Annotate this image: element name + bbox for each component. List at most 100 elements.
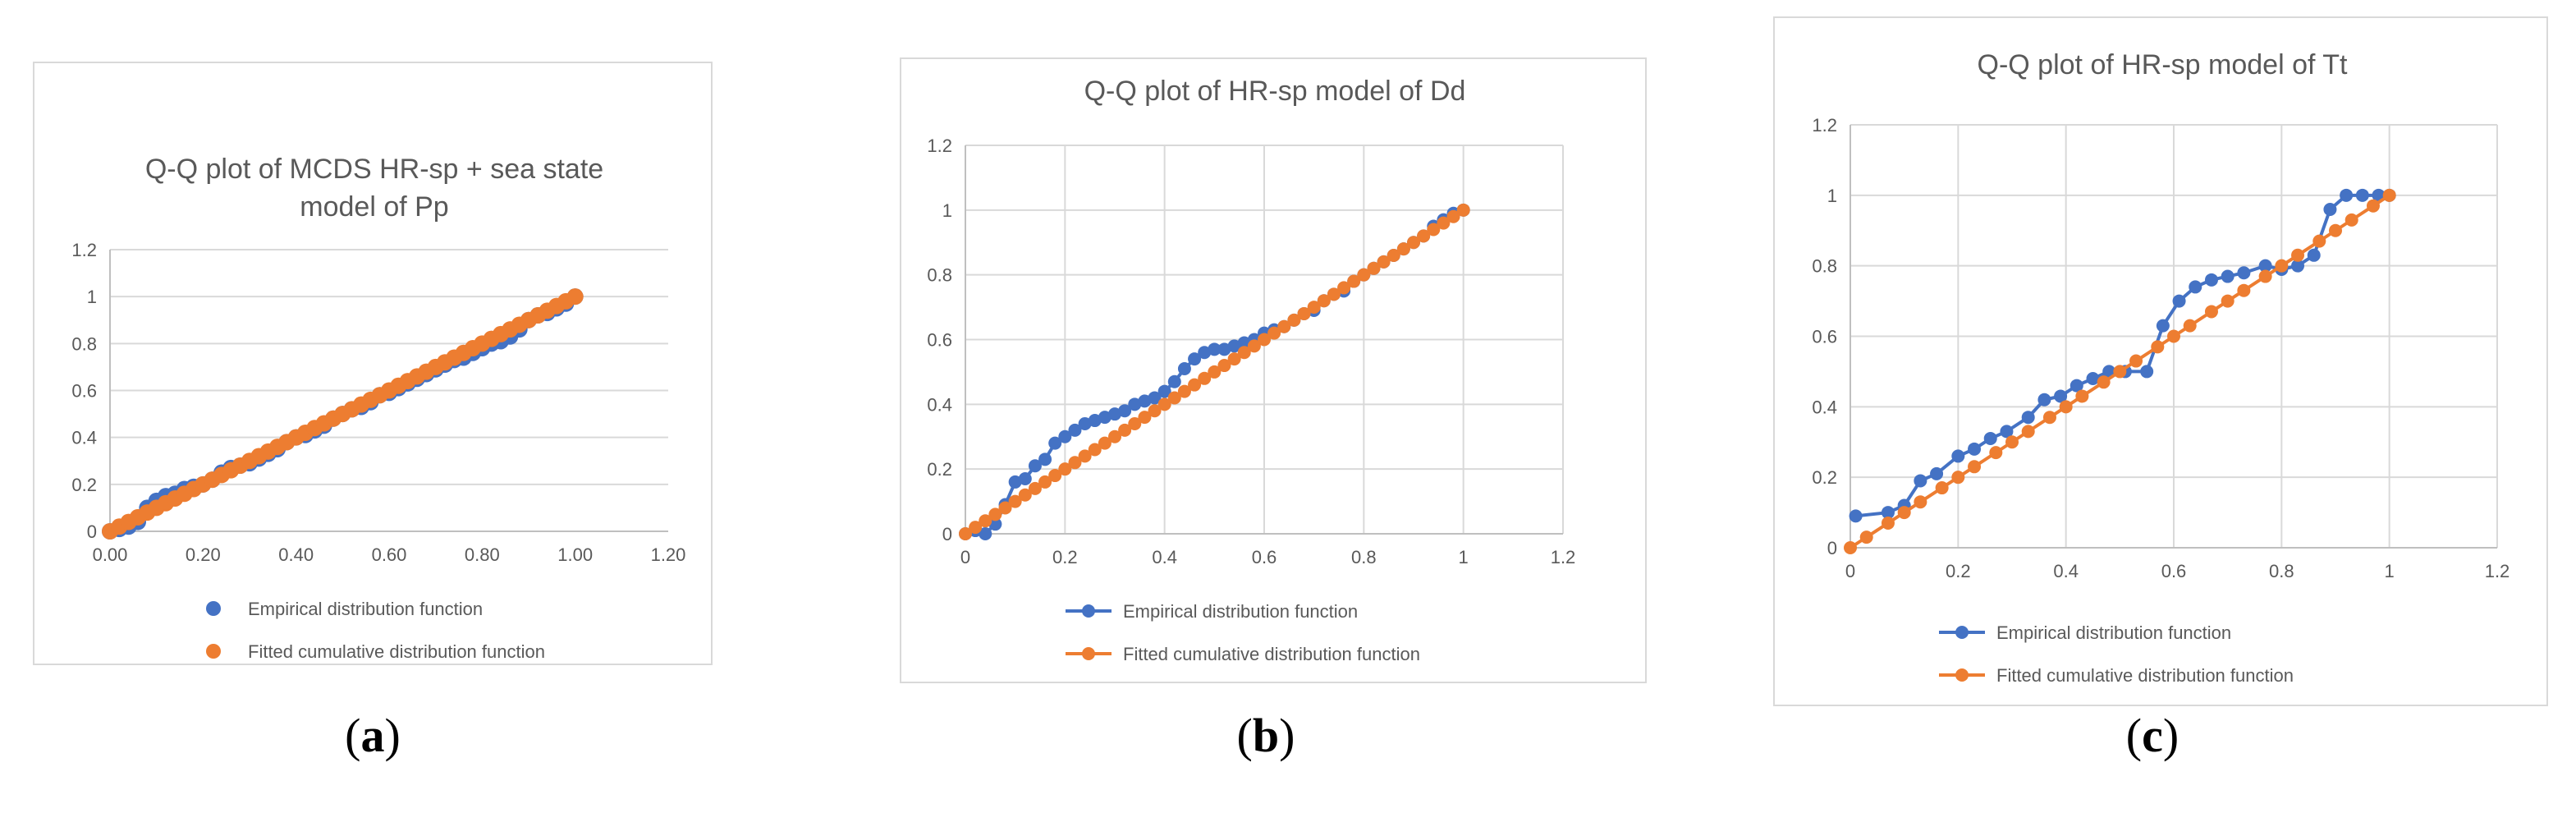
data-point [1157, 397, 1171, 411]
data-point [1396, 242, 1410, 256]
y-tick-label: 0.6 [1812, 327, 1837, 347]
y-tick-label: 0.8 [1812, 256, 1837, 277]
data-point [2042, 411, 2056, 425]
data-point [1897, 506, 1911, 520]
data-point [1267, 326, 1281, 340]
x-tick-label: 0.60 [372, 544, 407, 565]
y-tick-label: 0.2 [927, 459, 952, 480]
data-point [1417, 229, 1431, 243]
data-point [1983, 431, 1997, 445]
data-point [1148, 404, 1162, 418]
chart-title: model of Pp [300, 191, 448, 223]
chart-panel-c: Q-Q plot of HR-sp model of Tt 0 0.2 0.4 0.6 0… [1773, 16, 2548, 706]
y-tick-label: 1 [87, 287, 97, 307]
data-point [1048, 469, 1062, 483]
series-fitted [102, 288, 584, 540]
data-point [1058, 429, 1072, 443]
data-point [1118, 404, 1132, 418]
chart-svg-a: Q-Q plot of MCDS HR-sp + sea state model … [71, 154, 686, 662]
data-point [1177, 361, 1191, 375]
chart-title: Q-Q plot of HR-sp model of Tt [1978, 49, 2349, 80]
data-point [1028, 459, 1042, 473]
legend-entry: Fitted cumulative distribution function [1939, 665, 2294, 686]
data-point [2097, 375, 2111, 389]
data-point [1968, 460, 1982, 474]
data-point [988, 508, 1002, 521]
x-tick-label: 1.00 [557, 544, 593, 565]
legend-entry: Fitted cumulative distribution function [206, 641, 545, 662]
data-point [1844, 541, 1857, 554]
data-point [1989, 446, 2003, 460]
x-tick-label: 0.80 [465, 544, 500, 565]
y-tick-label: 0.8 [927, 265, 952, 286]
data-point [2075, 389, 2089, 403]
data-point [1881, 506, 1895, 520]
legend-marker [1955, 668, 1969, 682]
data-point [2070, 379, 2083, 393]
data-point [1217, 342, 1231, 356]
data-point [2151, 340, 2165, 354]
series-fitted [959, 203, 1470, 540]
chart-panel-b: Q-Q plot of HR-sp model of Dd 0 0.2 0.4 0.6 0… [900, 57, 1647, 683]
data-point [1849, 509, 1863, 523]
x-tick-label: 0.6 [1252, 547, 1277, 567]
y-tick-label: 1 [942, 200, 952, 221]
data-point [1018, 471, 1032, 485]
chart-svg-c: Q-Q plot of HR-sp model of Tt 0 0.2 0.4 0.6 0… [1812, 49, 2510, 686]
data-point [1108, 429, 1121, 443]
data-point [2221, 269, 2235, 283]
data-point [1068, 423, 1082, 437]
data-point [1138, 394, 1152, 408]
legend-marker [1082, 647, 1095, 660]
data-point [2382, 188, 2396, 202]
data-point [2113, 365, 2127, 379]
data-point [1088, 414, 1102, 428]
data-point [1088, 443, 1102, 457]
x-tick-label: 0 [960, 547, 970, 567]
data-point [2345, 213, 2358, 227]
data-point [2156, 319, 2170, 333]
data-point [1157, 384, 1171, 398]
chart-title: Q-Q plot of HR-sp model of Dd [1084, 76, 1466, 107]
data-point [2167, 329, 2180, 343]
data-point [1018, 488, 1032, 502]
data-point [1237, 346, 1251, 360]
legend-label: Fitted cumulative distribution function [248, 641, 545, 662]
caption-a: (a) [345, 709, 401, 762]
x-tick-label: 0.8 [1351, 547, 1377, 567]
data-point [1258, 333, 1271, 347]
y-tick-label: 0.4 [1812, 397, 1837, 417]
data-point [1307, 301, 1321, 315]
data-point [2183, 319, 2197, 333]
data-point [2237, 283, 2251, 297]
data-point [1177, 384, 1191, 398]
legend-label: Fitted cumulative distribution function [1996, 665, 2294, 686]
y-tick-label: 1.2 [71, 240, 97, 260]
x-tick-label: 0.2 [1946, 561, 1971, 581]
x-tick-label: 0 [1845, 561, 1855, 581]
data-point [2340, 188, 2354, 202]
data-point [2054, 389, 2068, 403]
data-point [1407, 236, 1420, 250]
data-point [1217, 359, 1231, 373]
data-point [2129, 354, 2143, 368]
x-tick-label: 1 [1459, 547, 1469, 567]
data-point [1108, 407, 1121, 421]
legend-label: Fitted cumulative distribution function [1123, 644, 1420, 664]
legend-label: Empirical distribution function [248, 599, 483, 619]
x-tick-label: 1.20 [651, 544, 686, 565]
data-point [2258, 259, 2272, 273]
data-point [1188, 378, 1202, 392]
data-point [998, 501, 1012, 515]
data-point [1951, 449, 1965, 463]
data-point [2221, 294, 2235, 308]
data-point [2355, 188, 2369, 202]
data-point [2307, 248, 2321, 262]
y-tick-label: 0.4 [927, 394, 952, 415]
y-tick-label: 0.8 [71, 333, 97, 354]
data-point [1128, 416, 1142, 430]
legend-entry: Empirical distribution function [1939, 622, 2231, 643]
x-tick-label: 1.2 [2485, 561, 2510, 581]
y-tick-label: 0 [87, 521, 97, 542]
data-point [2000, 425, 2014, 439]
